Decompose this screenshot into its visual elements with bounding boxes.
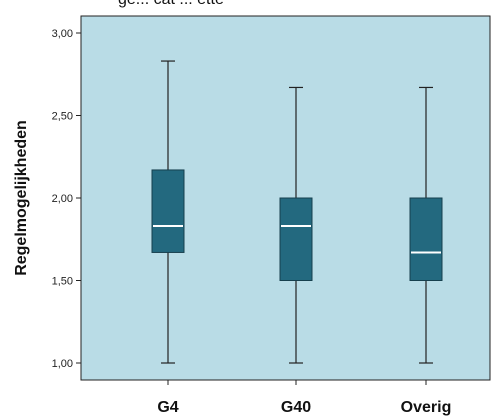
y-axis-title: Regelmogelijkheden: [13, 120, 30, 276]
x-axis: G4 G40 Overig: [157, 380, 451, 416]
y-tick-label: 2,50: [52, 111, 73, 123]
x-tick-label: G40: [281, 399, 311, 416]
iqr-box: [409, 197, 443, 281]
box-g4: [151, 60, 185, 364]
iqr-box: [279, 197, 313, 281]
y-axis: 1,00 1,50 2,00 2,50 3,00: [52, 28, 81, 370]
chart-header-partial: ge... cat ... ette: [118, 0, 224, 8]
x-tick-label: G4: [157, 399, 178, 416]
y-tick-label: 1,50: [52, 276, 73, 288]
y-tick-label: 2,00: [52, 193, 73, 205]
iqr-box: [151, 169, 185, 253]
box-series: [151, 60, 443, 364]
y-tick-label: 1,00: [52, 358, 73, 370]
y-tick-label: 3,00: [52, 28, 73, 40]
box-g40: [279, 86, 313, 364]
box-overig: [409, 86, 443, 364]
x-tick-label: Overig: [401, 399, 452, 416]
